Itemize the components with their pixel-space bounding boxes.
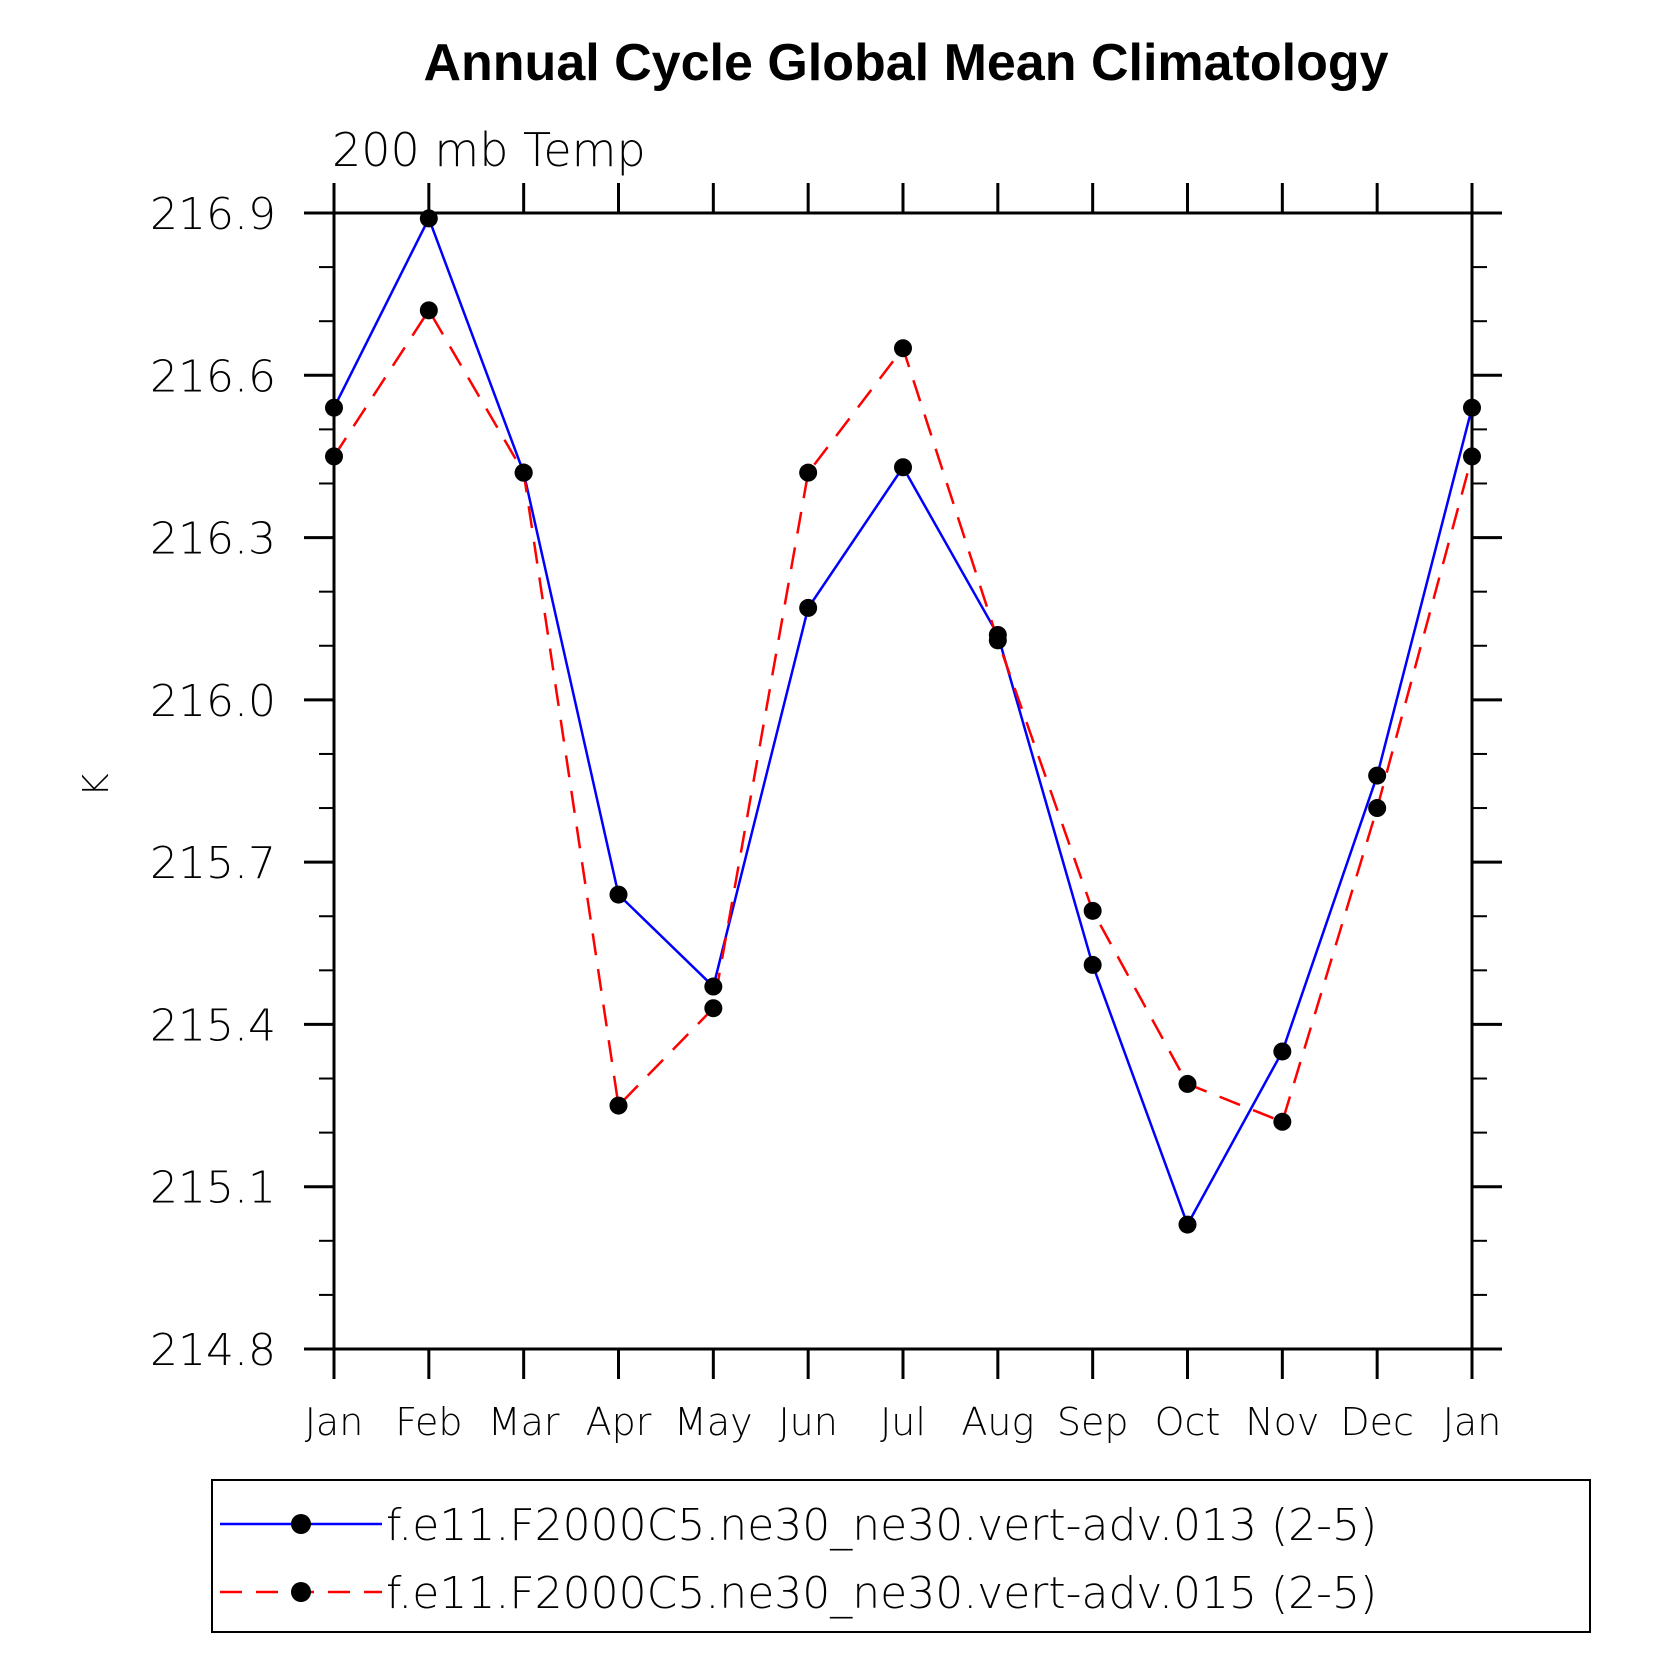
x-tick-label: Nov <box>1245 1400 1319 1444</box>
chart-subtitle: 200 mb Temp <box>332 123 646 177</box>
x-tick-label: Jul <box>880 1400 926 1444</box>
legend-swatch-marker <box>291 1514 311 1534</box>
chart-title: Annual Cycle Global Mean Climatology <box>423 34 1388 92</box>
plot-border <box>332 211 1474 1351</box>
series-1-point <box>704 999 723 1018</box>
series-1-point <box>894 339 912 358</box>
legend-entry-label: f.e11.F2000C5.ne30_ne30.vert-adv.015 (2-… <box>386 1568 1377 1619</box>
series-0-point <box>1178 1215 1197 1234</box>
x-tick-label: Dec <box>1340 1400 1414 1444</box>
x-tick-label: Jan <box>305 1400 364 1444</box>
series-1-point <box>988 631 1007 650</box>
series-1-point <box>325 447 343 466</box>
y-tick-label: 216.3 <box>150 514 276 565</box>
y-tick-label: 216.9 <box>150 189 276 240</box>
series-1-point <box>1083 901 1102 920</box>
y-axis-label: K <box>76 773 117 797</box>
series-0-point <box>1368 766 1387 785</box>
series-1-point <box>1463 447 1481 466</box>
series-0-point <box>419 209 438 228</box>
legend-box <box>211 1479 1591 1633</box>
plot-frame <box>332 211 1474 1351</box>
x-axis-ticks: Jan Feb Mar Apr May Jun Jul Aug Sep Oct Nov Dec Jan <box>305 183 1502 1444</box>
series-1-point <box>514 463 533 482</box>
x-tick-label: Mar <box>488 1400 560 1444</box>
x-tick-label: Apr <box>586 1400 652 1444</box>
series-0-point <box>609 885 628 904</box>
series-0-point <box>704 977 723 996</box>
y-tick-label: 215.4 <box>150 1000 276 1051</box>
x-tick-label: Oct <box>1155 1400 1221 1444</box>
series-0-point <box>894 458 912 477</box>
y-tick-label: 214.8 <box>150 1325 276 1376</box>
series-line-0 <box>332 215 1474 1228</box>
series-1-point <box>609 1096 628 1115</box>
x-tick-label: Aug <box>961 1400 1034 1444</box>
legend: f.e11.F2000C5.ne30_ne30.vert-adv.013 (2-… <box>211 1479 1591 1633</box>
y-tick-label: 216.0 <box>150 676 276 727</box>
legend-entry-label: f.e11.F2000C5.ne30_ne30.vert-adv.013 (2-… <box>386 1500 1377 1551</box>
y-tick-label: 215.7 <box>150 838 276 889</box>
series-1-point <box>1368 799 1387 818</box>
series-1-point <box>1178 1074 1197 1093</box>
series-1-point <box>1273 1112 1292 1131</box>
x-tick-label: Sep <box>1057 1400 1129 1444</box>
y-axis-ticks: 216.9 216.6 216.3 216.0 215.7 215.4 215.1 214.8 <box>150 189 1502 1376</box>
x-tick-label: May <box>674 1400 753 1444</box>
series-1-point <box>799 463 818 482</box>
series-0-point <box>325 398 343 417</box>
series-0-point <box>1463 398 1481 417</box>
y-tick-label: 215.1 <box>150 1163 276 1214</box>
x-tick-label: Jan <box>1443 1400 1502 1444</box>
series-0-point <box>1083 955 1102 974</box>
x-tick-label: Jun <box>778 1400 837 1444</box>
series-0-point <box>1273 1042 1292 1061</box>
x-tick-label: Feb <box>395 1400 462 1444</box>
series-1-point <box>419 301 438 320</box>
y-tick-label: 216.6 <box>150 351 276 402</box>
legend-swatch-marker <box>291 1582 311 1602</box>
series-0-point <box>799 598 818 617</box>
series-layer <box>325 209 1481 1234</box>
